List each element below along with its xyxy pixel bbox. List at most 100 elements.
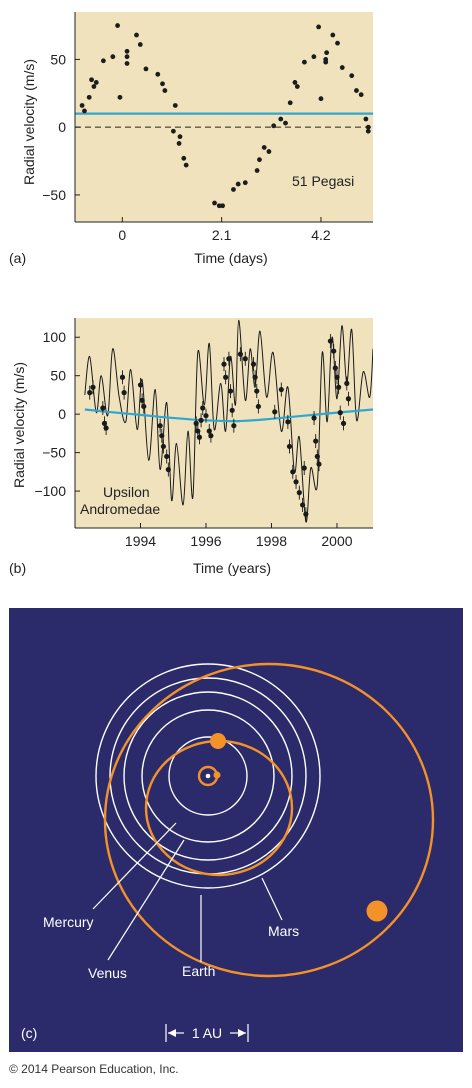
panel-b-ytick-label: −50 (42, 445, 66, 461)
panel-a-data-point (82, 108, 87, 114)
panel-b-data-point (254, 388, 260, 394)
panel-a-data-point (143, 66, 149, 72)
panel-a-data-point (354, 88, 359, 93)
panel-a-data-point (89, 77, 94, 83)
mars-leader (261, 877, 283, 921)
panel-b-data-point (272, 409, 278, 415)
panel-a-data-point (93, 80, 99, 85)
panel-b-data-point (103, 425, 109, 431)
exoplanet-orbit-large (103, 662, 435, 978)
copyright: © 2014 Pearson Education, Inc. (9, 1062, 179, 1076)
panel-b-data-point (196, 434, 203, 440)
panel-b-data-point (278, 386, 284, 393)
panel-b-data-point (332, 365, 338, 371)
panel-a-data-point (162, 88, 168, 93)
panel-b-data-point (221, 361, 227, 367)
panel-b-ytick-label: 100 (43, 329, 67, 345)
panel-a-marks (75, 23, 373, 209)
panel-a-xtick-label: 4.2 (311, 227, 331, 243)
panel-a-data-point (216, 203, 222, 209)
panel-a-data-point (242, 180, 248, 186)
panel-b-data-point (336, 384, 342, 390)
panel-c-label: (c) (21, 1025, 37, 1041)
mercury-leader (92, 822, 177, 910)
label-mars: Mars (268, 923, 299, 939)
panel-b-data-point (157, 423, 163, 429)
panel-a-data-point (266, 149, 272, 154)
star-upsilon-andromedae (205, 773, 211, 779)
panel-b-data-point (285, 419, 291, 425)
panel-a-xtick-label: 0 (118, 227, 126, 243)
panel-a-data-point (100, 58, 106, 64)
panel-a-data-point (235, 181, 241, 187)
panel-b-data-point (200, 405, 206, 411)
panel-a-data-point (170, 128, 176, 134)
panel-a-data-point (220, 203, 225, 209)
panel-a-data-point (287, 100, 293, 106)
panel-a-data-point (134, 32, 139, 38)
panel-b-data-point (311, 415, 317, 421)
panel-a-xlabel: Time (days) (194, 250, 267, 266)
exoplanet-outer (366, 900, 388, 922)
panel-b-data-point (119, 374, 126, 380)
panel-a-plot-area (75, 12, 373, 222)
panel-b-data-point (87, 390, 93, 396)
panel-a-ytick-label: −50 (42, 187, 66, 203)
panel-b-data-point (337, 410, 343, 416)
panel-b-data-point (290, 469, 296, 475)
panel-a-data-point (231, 187, 236, 192)
label-leader-lines (92, 822, 283, 962)
panel-b-data-point (159, 433, 165, 439)
panel-a-data-point (330, 32, 336, 38)
panel-a-data-point (257, 157, 262, 163)
panel-a-ticks: 0 2.1 4.2 −50 0 50 (42, 51, 331, 243)
panel-b-data-point (242, 356, 248, 362)
panel-b-data-point (231, 423, 237, 429)
panel-a-data-point (115, 23, 120, 28)
panel-b-xtick-label: 2000 (321, 533, 352, 549)
panel-b-xtick-label: 1994 (125, 533, 156, 549)
panel-b-data-point (164, 453, 170, 460)
panel-b-data-point (340, 420, 347, 426)
panel-a-data-point (117, 94, 123, 100)
panel-b-data-point (137, 382, 144, 388)
panel-b-long-term-curve (84, 408, 374, 423)
exoplanet-inner (213, 771, 221, 779)
label-venus: Venus (88, 965, 127, 981)
panel-b-data-point (100, 405, 106, 411)
panel-b-annotation-line2: Andromedae (80, 501, 160, 517)
panel-b-data-point (208, 433, 214, 439)
panel-b-data-point (255, 403, 261, 410)
panel-b-ytick-label: −100 (34, 483, 66, 499)
panel-b: 1994 1996 1998 2000 −100 −50 0 50 100 Radial vel… (9, 318, 374, 576)
panel-a-ytick-label: 0 (58, 119, 66, 135)
panel-a-label: (a) (9, 250, 26, 266)
orbit-mars-outer (95, 663, 321, 889)
exoplanet-middle (210, 733, 226, 749)
panel-b-label: (b) (9, 560, 26, 576)
panel-a-data-point (365, 128, 371, 134)
panel-a-data-point (137, 42, 143, 47)
panel-a-data-point (324, 50, 330, 56)
orbit-background (9, 608, 463, 1052)
panel-b-annotation-line1: Upsilon (103, 484, 150, 500)
panel-a-ytick-label: 50 (50, 51, 66, 67)
panel-a-xtick-label: 2.1 (212, 227, 232, 243)
panel-a: 0 2.1 4.2 −50 0 50 Radial velocity (m/s) Time… (9, 12, 373, 266)
panel-b-data-point (160, 443, 167, 450)
panel-b-xtick-label: 1998 (256, 533, 287, 549)
panel-b-data-point (316, 461, 322, 467)
panel-b-data-point (293, 479, 299, 485)
panel-a-data-point (91, 84, 97, 89)
panel-b-marks (84, 319, 374, 523)
panel-b-data-point (313, 438, 319, 444)
panel-a-data-point (212, 200, 217, 206)
panel-a-data-point (183, 162, 189, 168)
planet-orbits (95, 663, 321, 889)
panel-a-data-point (261, 145, 267, 150)
panel-a-data-point (155, 71, 161, 77)
panel-a-data-point (294, 84, 300, 89)
panel-a-data-point (181, 155, 187, 161)
panel-a-data-point (339, 65, 345, 70)
